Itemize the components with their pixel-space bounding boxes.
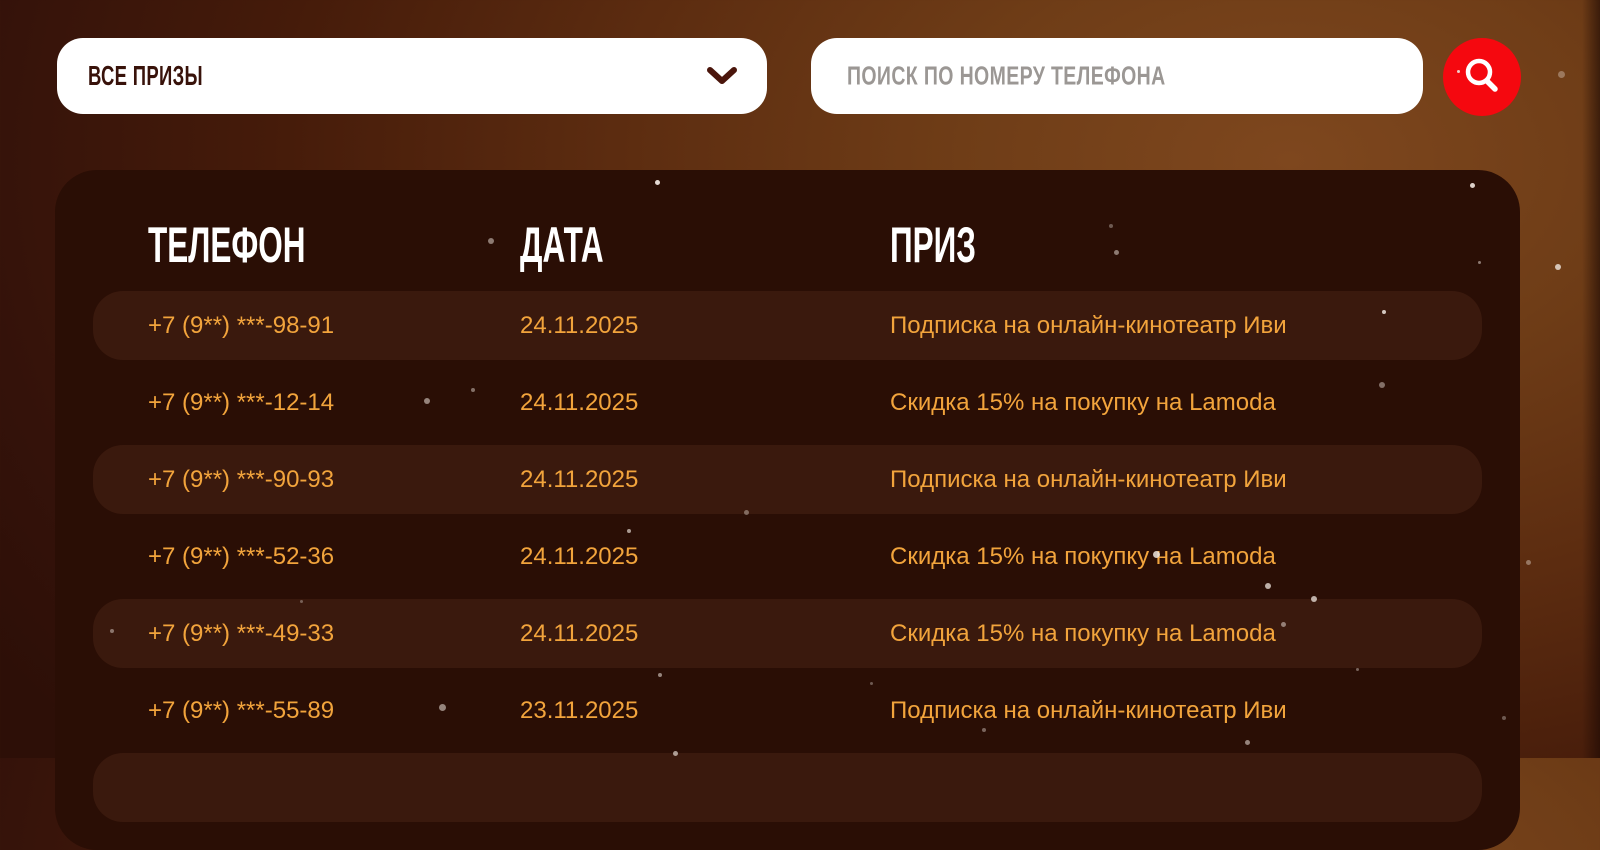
phone-cell: +7 (9**) ***-98-91	[148, 311, 335, 339]
table-row-partial	[93, 753, 1482, 822]
winners-table-panel: ТЕЛЕФОН ДАТА ПРИЗ +7 (9**) ***-98-91 24.…	[55, 170, 1520, 850]
snow-dot	[1526, 560, 1531, 565]
table-row: +7 (9**) ***-49-33 24.11.2025 Скидка 15%…	[93, 599, 1482, 668]
column-header-prize: ПРИЗ	[890, 217, 977, 273]
phone-cell: +7 (9**) ***-55-89	[148, 696, 335, 724]
prize-cell: Подписка на онлайн-кинотеатр Иви	[890, 465, 1287, 493]
page-background: ВСЕ ПРИЗЫ ПОИСК ПО НОМЕРУ ТЕЛЕФОНА ТЕЛЕФ…	[55, 0, 1600, 850]
table-body: +7 (9**) ***-98-91 24.11.2025 Подписка н…	[93, 291, 1482, 822]
search-button[interactable]	[1443, 38, 1521, 116]
prize-filter-dropdown[interactable]: ВСЕ ПРИЗЫ	[57, 38, 767, 114]
date-cell: 24.11.2025	[520, 542, 639, 570]
snow-dot	[1555, 264, 1561, 270]
phone-cell: +7 (9**) ***-52-36	[148, 542, 335, 570]
table-header-row: ТЕЛЕФОН ДАТА ПРИЗ	[148, 214, 1520, 276]
table-row: +7 (9**) ***-98-91 24.11.2025 Подписка н…	[93, 291, 1482, 360]
date-cell: 23.11.2025	[520, 696, 639, 724]
table-row: +7 (9**) ***-90-93 24.11.2025 Подписка н…	[93, 445, 1482, 514]
table-row: +7 (9**) ***-52-36 24.11.2025 Скидка 15%…	[93, 522, 1482, 591]
date-cell: 24.11.2025	[520, 465, 639, 493]
table-row: +7 (9**) ***-12-14 24.11.2025 Скидка 15%…	[93, 368, 1482, 437]
prize-cell: Подписка на онлайн-кинотеатр Иви	[890, 311, 1287, 339]
phone-cell: +7 (9**) ***-12-14	[148, 388, 335, 416]
chevron-down-icon	[705, 65, 739, 87]
table-row: +7 (9**) ***-55-89 23.11.2025 Подписка н…	[93, 676, 1482, 745]
date-cell: 24.11.2025	[520, 311, 639, 339]
search-icon	[1461, 56, 1503, 98]
prize-cell: Скидка 15% на покупку на Lamoda	[890, 619, 1276, 647]
date-cell: 24.11.2025	[520, 388, 639, 416]
phone-cell: +7 (9**) ***-90-93	[148, 465, 335, 493]
phone-search-input[interactable]	[811, 38, 1423, 114]
search-field-container: ПОИСК ПО НОМЕРУ ТЕЛЕФОНА	[811, 38, 1423, 114]
snow-dot	[1558, 71, 1565, 78]
prize-filter-label: ВСЕ ПРИЗЫ	[88, 60, 203, 91]
date-cell: 24.11.2025	[520, 619, 639, 647]
phone-cell: +7 (9**) ***-49-33	[148, 619, 335, 647]
column-header-date: ДАТА	[520, 217, 604, 273]
prize-cell: Скидка 15% на покупку на Lamoda	[890, 388, 1276, 416]
prize-cell: Подписка на онлайн-кинотеатр Иви	[890, 696, 1287, 724]
column-header-phone: ТЕЛЕФОН	[148, 217, 306, 273]
prize-cell: Скидка 15% на покупку на Lamoda	[890, 542, 1276, 570]
